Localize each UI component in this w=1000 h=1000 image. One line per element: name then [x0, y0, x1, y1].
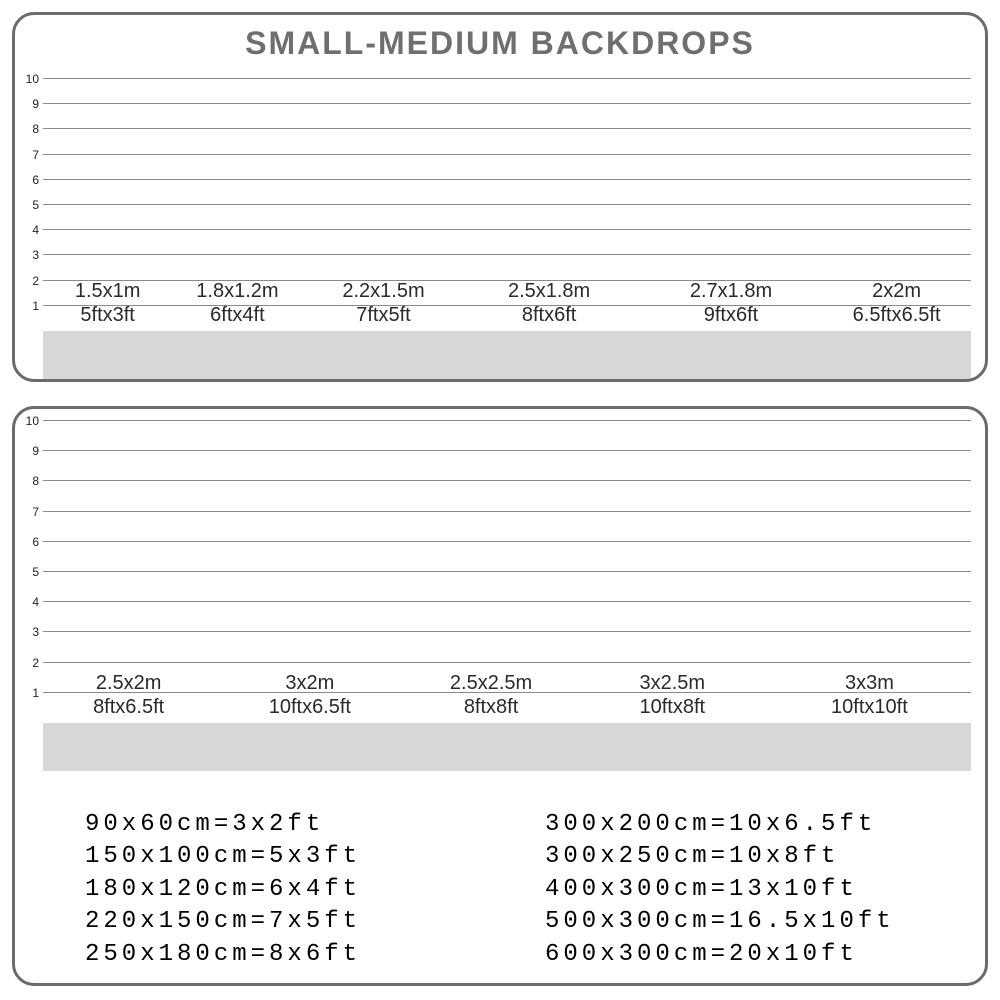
conversion-col-right: 300x200cm=10x6.5ft300x250cm=10x8ft400x30… [545, 809, 945, 971]
y-axis-label: 7 [19, 505, 39, 519]
bar-label: 2x2m6.5ftx6.5ft [828, 279, 965, 331]
y-axis-label: 2 [19, 656, 39, 670]
top-floor [43, 331, 971, 379]
bar-label: 3x3m10ftx10ft [774, 671, 965, 723]
conversion-col-left: 90x60cm=3x2ft150x100cm=5x3ft180x120cm=6x… [85, 809, 485, 971]
y-axis-label: 1 [19, 686, 39, 700]
bottom-floor [43, 723, 971, 771]
conversion-row: 300x200cm=10x6.5ft [545, 809, 945, 841]
conversion-row: 250x180cm=8x6ft [85, 939, 485, 971]
bar-label: 3x2m10ftx6.5ft [214, 671, 405, 723]
bar-label: 1.5x1m5ftx3ft [49, 279, 166, 331]
conversion-row: 500x300cm=16.5x10ft [545, 906, 945, 938]
y-axis-label: 1 [19, 299, 39, 313]
conversion-row: 180x120cm=6x4ft [85, 874, 485, 906]
conversion-row: 400x300cm=13x10ft [545, 874, 945, 906]
bottom-chart: 12345678910 2.5x2m8ftx6.5ft3x2m10ftx6.5f… [43, 421, 971, 771]
y-axis-label: 9 [19, 444, 39, 458]
conversion-table: 90x60cm=3x2ft150x100cm=5x3ft180x120cm=6x… [85, 809, 945, 971]
conversion-row: 90x60cm=3x2ft [85, 809, 485, 841]
conversion-row: 150x100cm=5x3ft [85, 841, 485, 873]
bar-label: 2.2x1.5m7ftx5ft [309, 279, 459, 331]
conversion-row: 600x300cm=20x10ft [545, 939, 945, 971]
y-axis-label: 7 [19, 148, 39, 162]
y-axis-label: 8 [19, 474, 39, 488]
bar-label: 2.5x2m8ftx6.5ft [49, 671, 208, 723]
bottom-panel: 1 2 3 4 5 6 7 8 9 10 2.5x2m8ftx6.5ft3x2m10ftx6.5f… [12, 406, 988, 986]
y-axis-label: 2 [19, 274, 39, 288]
y-axis-label: 5 [19, 198, 39, 212]
bar-label: 2.5x1.8m8ftx6ft [464, 279, 633, 331]
bar-label: 1.8x1.2m6ftx4ft [172, 279, 302, 331]
y-axis-label: 4 [19, 595, 39, 609]
y-axis-label: 5 [19, 565, 39, 579]
conversion-row: 300x250cm=10x8ft [545, 841, 945, 873]
y-axis-label: 10 [19, 72, 39, 86]
top-chart: 12345678910 1.5x1m5ftx3ft1.8x1.2m6ftx4ft… [43, 79, 971, 379]
panel-title: SMALL-MEDIUM BACKDROPS [15, 25, 985, 62]
bar-label: 2.5x2.5m8ftx8ft [411, 671, 570, 723]
bottom-bars: 2.5x2m8ftx6.5ft3x2m10ftx6.5ft2.5x2.5m8ft… [43, 421, 971, 723]
top-panel: SMALL-MEDIUM BACKDROPS 12345678910 1.5x1… [12, 12, 988, 382]
bar-label: 2.7x1.8m9ftx6ft [640, 279, 822, 331]
y-axis-label: 9 [19, 97, 39, 111]
y-axis-label: 4 [19, 223, 39, 237]
bar-label: 3x2.5m10ftx8ft [577, 671, 768, 723]
y-axis-label: 10 [19, 414, 39, 428]
conversion-row: 220x150cm=7x5ft [85, 906, 485, 938]
y-axis-label: 3 [19, 625, 39, 639]
y-axis-label: 6 [19, 535, 39, 549]
top-bars: 1.5x1m5ftx3ft1.8x1.2m6ftx4ft2.2x1.5m7ftx… [43, 79, 971, 331]
y-axis-label: 3 [19, 248, 39, 262]
y-axis-label: 8 [19, 122, 39, 136]
y-axis-label: 6 [19, 173, 39, 187]
